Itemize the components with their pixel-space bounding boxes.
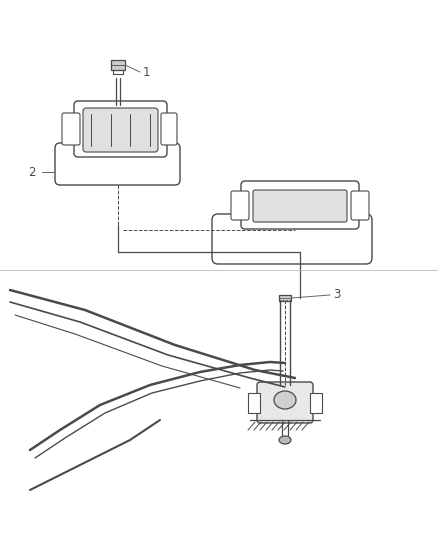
Bar <box>248 393 260 413</box>
Text: 1: 1 <box>143 67 151 79</box>
FancyBboxPatch shape <box>74 101 167 157</box>
Ellipse shape <box>279 436 291 444</box>
Bar <box>279 295 291 301</box>
FancyBboxPatch shape <box>161 113 177 145</box>
FancyBboxPatch shape <box>231 191 249 220</box>
Bar <box>310 393 322 413</box>
FancyBboxPatch shape <box>351 191 369 220</box>
FancyBboxPatch shape <box>62 113 80 145</box>
Text: 2: 2 <box>28 166 35 179</box>
FancyBboxPatch shape <box>83 108 158 152</box>
Ellipse shape <box>274 391 296 409</box>
FancyBboxPatch shape <box>253 190 347 222</box>
FancyBboxPatch shape <box>257 382 313 423</box>
Text: 3: 3 <box>333 288 340 302</box>
FancyBboxPatch shape <box>55 143 180 185</box>
Bar <box>111 60 125 70</box>
FancyBboxPatch shape <box>241 181 359 229</box>
FancyBboxPatch shape <box>212 214 372 264</box>
